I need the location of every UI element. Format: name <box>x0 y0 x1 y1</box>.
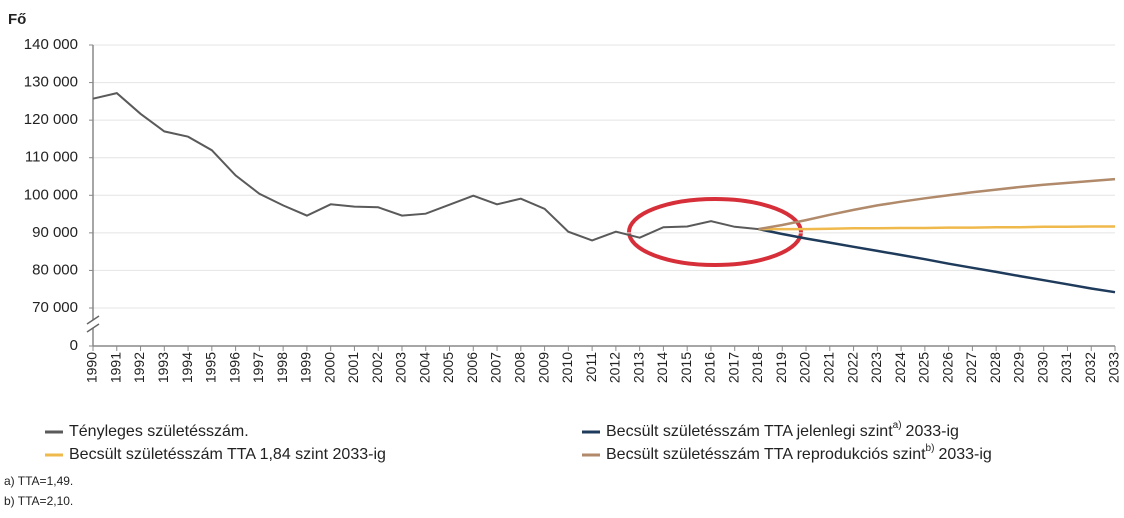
x-tick-label: 2002 <box>369 352 385 383</box>
x-tick-label: 2031 <box>1058 352 1074 383</box>
x-tick-label: 2006 <box>464 352 480 383</box>
y-tick-label: 110 000 <box>25 149 78 166</box>
x-tick-label: 1996 <box>226 352 242 383</box>
x-tick-label: 2007 <box>488 352 504 383</box>
legend-text: 2033-ig <box>906 423 959 440</box>
x-tick-label: 2021 <box>820 352 836 383</box>
x-tick-label: 2019 <box>773 352 789 383</box>
legend-label: Becsült születésszám TTA jelenlegi szint… <box>606 420 959 441</box>
series-line <box>92 92 759 242</box>
x-tick-label: 2026 <box>939 352 955 383</box>
highlight-ellipse <box>627 197 803 267</box>
legend-text: Becsült születésszám TTA reprodukciós sz… <box>606 446 926 463</box>
x-tick-label: 1997 <box>250 352 266 383</box>
x-tick-label: 2004 <box>416 352 432 383</box>
y-tick-label: 0 <box>70 337 78 354</box>
x-tick-label: 2024 <box>892 352 908 383</box>
footnote: a) TTA=1,49. <box>4 474 73 488</box>
x-tick-label: 2015 <box>678 352 694 383</box>
axis-break-gap <box>87 320 99 328</box>
legend-text: b) <box>926 443 935 454</box>
y-tick-label: 120 000 <box>24 111 78 128</box>
x-tick-label: 2003 <box>393 352 409 383</box>
legend-text: Tényleges születésszám. <box>69 423 249 440</box>
x-tick-label: 2012 <box>607 352 623 383</box>
legend-label: Tényleges születésszám. <box>69 423 249 440</box>
legend-label: Becsült születésszám TTA 1,84 szint 2033… <box>69 446 386 463</box>
x-tick-label: 2023 <box>868 352 884 383</box>
x-tick-label: 2025 <box>916 352 932 383</box>
x-tick-label: 2005 <box>440 352 456 383</box>
legend-text: 2033-ig <box>938 446 991 463</box>
x-tick-label: 1991 <box>107 352 123 383</box>
y-tick-label: 140 000 <box>24 36 78 53</box>
series-line <box>758 225 1115 231</box>
x-tick-label: 2013 <box>630 352 646 383</box>
x-tick-label: 2009 <box>535 352 551 383</box>
x-tick-label: 1998 <box>274 352 290 383</box>
x-tick-label: 2033 <box>1106 352 1122 383</box>
x-tick-label: 2014 <box>654 352 670 383</box>
y-axis-label: Fő <box>8 11 26 28</box>
y-tick-label: 90 000 <box>32 224 78 241</box>
legend-text: Becsült születésszám TTA jelenlegi szint <box>606 423 893 440</box>
x-tick-label: 2010 <box>559 352 575 383</box>
x-tick-label: 1995 <box>203 352 219 383</box>
axis-break <box>86 323 100 333</box>
y-tick-label: 130 000 <box>24 74 78 91</box>
x-tick-label: 2020 <box>797 352 813 383</box>
x-tick-label: 2018 <box>749 352 765 383</box>
x-tick-label: 1999 <box>298 352 314 383</box>
x-tick-label: 2027 <box>963 352 979 383</box>
x-tick-label: 2001 <box>345 352 361 383</box>
footnote: b) TTA=2,10. <box>4 494 73 508</box>
x-tick-label: 2017 <box>725 352 741 383</box>
y-tick-label: 70 000 <box>32 299 78 316</box>
axis-break <box>86 315 100 325</box>
series-line <box>758 227 1116 294</box>
x-tick-label: 2016 <box>702 352 718 383</box>
x-tick-label: 2032 <box>1082 352 1098 383</box>
x-tick-label: 2028 <box>987 352 1003 383</box>
legend-text: Becsült születésszám TTA 1,84 szint 2033… <box>69 446 386 463</box>
x-tick-label: 1994 <box>179 352 195 383</box>
x-tick-label: 2029 <box>1011 352 1027 383</box>
x-tick-label: 2030 <box>1034 352 1050 383</box>
y-tick-label: 80 000 <box>32 261 78 278</box>
x-tick-label: 1990 <box>84 352 100 383</box>
series-line <box>758 177 1116 231</box>
y-tick-label: 100 000 <box>24 186 78 203</box>
x-tick-label: 2011 <box>583 352 599 382</box>
x-tick-label: 1993 <box>155 352 171 383</box>
x-tick-label: 2022 <box>844 352 860 383</box>
legend-label: Becsült születésszám TTA reprodukciós sz… <box>606 443 992 464</box>
x-tick-label: 2008 <box>512 352 528 383</box>
x-tick-label: 2000 <box>321 352 337 383</box>
legend-text: a) <box>893 420 902 431</box>
x-tick-label: 1992 <box>131 352 147 383</box>
